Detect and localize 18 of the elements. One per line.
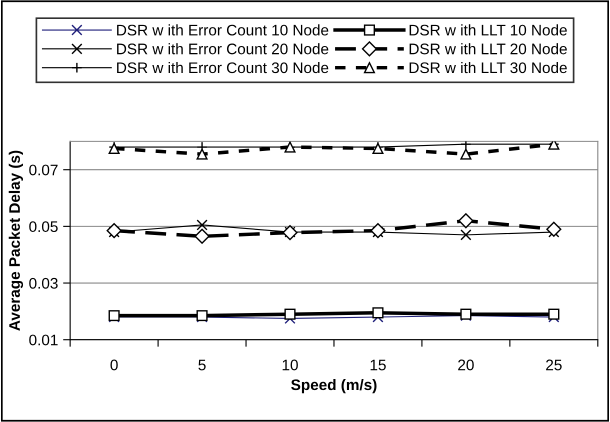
legend-label: DSR w ith LLT 30 Node (410, 62, 567, 74)
x-tick-label: 5 (198, 360, 206, 370)
x-tick-label: 25 (546, 360, 562, 370)
x-axis-title: Speed (m/s) (291, 378, 377, 394)
y-tick-label: 0.07 (29, 164, 58, 176)
x-tick-label: 0 (110, 360, 118, 370)
y-tick-label: 0.03 (29, 278, 58, 289)
y-axis-title: Average Packet Delay (s) (8, 150, 24, 331)
legend-label: DSR w ith LLT 20 Node (410, 43, 567, 54)
x-tick-label: 20 (458, 360, 474, 370)
y-tick-label: 0.01 (29, 334, 58, 346)
x-tick-label: 15 (370, 360, 386, 370)
y-tick-label: 0.05 (29, 221, 58, 232)
x-tick-label: 10 (282, 360, 298, 370)
legend-label: DSR w ith Error Count 20 Node (117, 43, 328, 54)
legend-label: DSR w ith Error Count 10 Node (117, 24, 328, 36)
legend-label: DSR w ith Error Count 30 Node (117, 62, 328, 74)
legend-label: DSR w ith LLT 10 Node (410, 24, 567, 36)
